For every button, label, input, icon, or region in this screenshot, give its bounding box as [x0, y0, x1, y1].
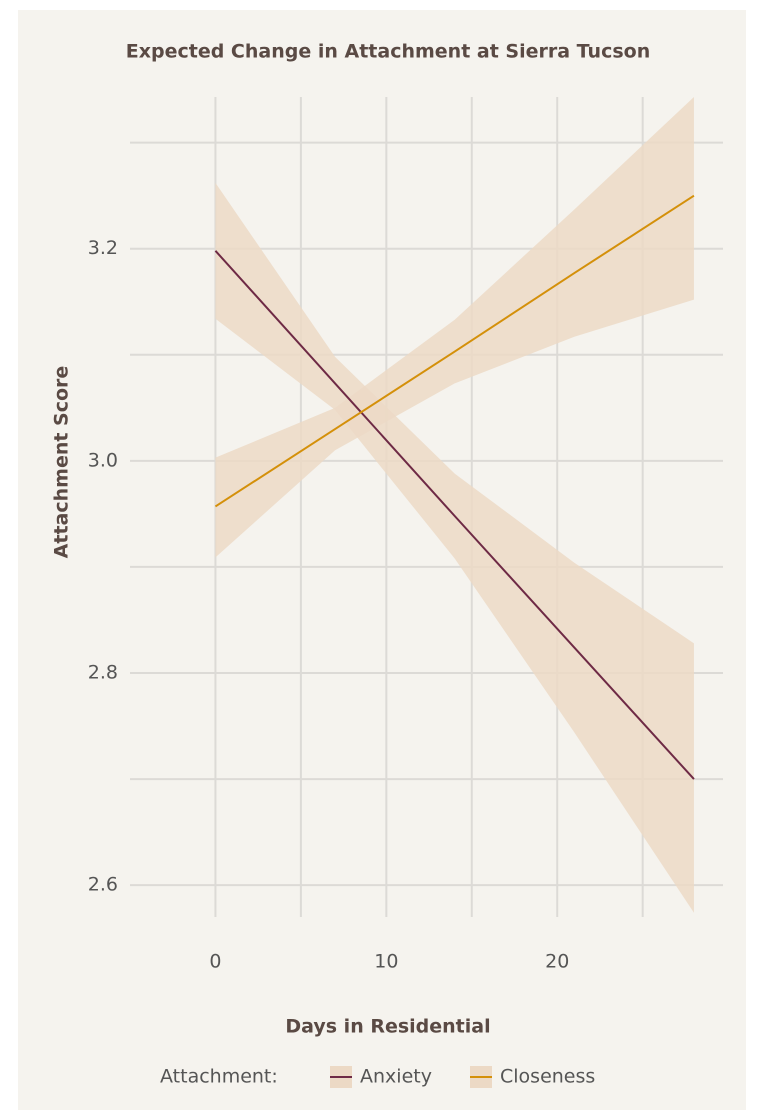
- confidence-ribbon: [215, 97, 694, 558]
- line: [214, 250, 695, 780]
- x-tick-label: 10: [374, 951, 398, 973]
- y-tick-label: 3.0: [88, 449, 118, 471]
- y-axis-label: Attachment Score: [51, 366, 73, 559]
- legend-label: Closeness: [500, 1066, 595, 1088]
- legend-label: Anxiety: [360, 1066, 432, 1088]
- x-tick-label: 20: [545, 951, 569, 973]
- y-tick-label: 3.2: [88, 237, 118, 259]
- chart-title: Expected Change in Attachment at Sierra …: [126, 41, 650, 63]
- line: [214, 194, 695, 508]
- legend-title: Attachment:: [160, 1066, 278, 1088]
- x-tick-label: 0: [209, 951, 221, 973]
- x-axis-label: Days in Residential: [285, 1016, 490, 1038]
- y-tick-label: 2.8: [88, 662, 118, 684]
- confidence-ribbon: [215, 182, 694, 913]
- y-tick-label: 2.6: [88, 874, 118, 896]
